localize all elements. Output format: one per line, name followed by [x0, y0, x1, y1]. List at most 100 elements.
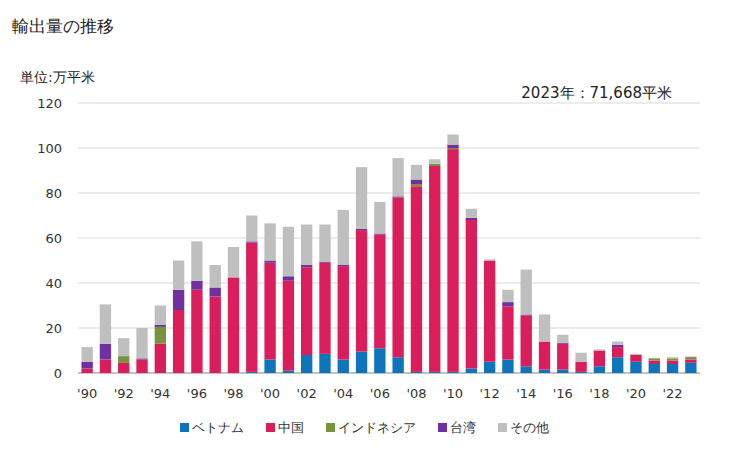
bar — [81, 347, 92, 362]
bar — [502, 302, 513, 307]
bar — [521, 270, 532, 315]
bar — [685, 357, 696, 359]
x-tick-label: '94 — [150, 386, 170, 401]
bar — [429, 372, 440, 373]
chart: 輸出量の推移単位:万平米2023年：71,668平米02040608010012… — [0, 0, 729, 450]
x-tick-label: '02 — [297, 386, 317, 401]
bar — [557, 335, 568, 343]
bar — [210, 288, 221, 297]
bar — [447, 135, 458, 145]
bar — [283, 276, 294, 281]
legend-swatch — [498, 423, 507, 432]
legend-label: インドネシア — [338, 420, 416, 435]
bar — [612, 347, 623, 357]
bar — [502, 290, 513, 302]
bar — [118, 338, 129, 356]
bar — [630, 355, 641, 356]
grid-line — [78, 148, 700, 149]
bar — [264, 261, 275, 263]
bar — [649, 358, 660, 360]
bar — [155, 325, 166, 327]
x-tick-label: '08 — [406, 386, 426, 401]
bar — [136, 358, 147, 359]
bar — [594, 366, 605, 373]
legend-label: 台湾 — [450, 420, 476, 435]
bar — [392, 197, 403, 198]
bar — [484, 362, 495, 373]
x-tick-label: '16 — [553, 386, 573, 401]
bar — [557, 343, 568, 344]
bar — [411, 165, 422, 180]
bar — [429, 164, 440, 166]
x-tick-label: '06 — [370, 386, 390, 401]
bar — [356, 230, 367, 231]
bar — [264, 263, 275, 360]
bar — [374, 348, 385, 373]
bar — [100, 304, 111, 343]
bar — [630, 355, 641, 362]
bar — [356, 229, 367, 230]
x-tick-label: '96 — [187, 386, 207, 401]
bar — [338, 360, 349, 374]
x-tick-label: '04 — [333, 386, 353, 401]
bar — [575, 372, 586, 373]
bar — [539, 370, 550, 373]
bar — [484, 260, 495, 261]
legend-swatch — [266, 423, 275, 432]
bar — [484, 260, 495, 261]
bar — [228, 247, 239, 277]
bar — [466, 220, 477, 369]
legend-label: ベトナム — [192, 420, 244, 435]
legend-item: 中国 — [266, 420, 304, 435]
y-tick-label: 0 — [54, 366, 62, 381]
bar — [228, 277, 239, 373]
bar — [173, 261, 184, 290]
bar — [612, 342, 623, 345]
bar — [649, 361, 660, 364]
x-tick-label: '92 — [114, 386, 134, 401]
x-tick-label: '10 — [443, 386, 463, 401]
bar — [81, 369, 92, 374]
y-tick-label: 60 — [45, 231, 62, 246]
bar — [466, 209, 477, 218]
bar — [392, 357, 403, 373]
bar — [667, 364, 678, 373]
bar — [81, 362, 92, 369]
bar — [630, 362, 641, 373]
bar — [283, 371, 294, 373]
bar — [521, 366, 532, 373]
legend-label: その他 — [510, 420, 549, 435]
bar — [557, 343, 568, 344]
bar — [100, 344, 111, 360]
bar — [466, 369, 477, 374]
bar — [594, 351, 605, 367]
bar — [649, 358, 660, 359]
bar — [191, 241, 202, 280]
y-tick-label: 100 — [37, 141, 62, 156]
bar — [319, 354, 330, 373]
grid-line — [78, 283, 700, 284]
bar — [246, 372, 257, 373]
annotation: 2023年：71,668平米 — [521, 84, 672, 102]
bar — [667, 361, 678, 364]
x-tick-label: '22 — [662, 386, 682, 401]
y-label: 単位:万平米 — [20, 69, 95, 85]
bar — [392, 158, 403, 196]
bar — [319, 225, 330, 262]
bar — [374, 234, 385, 235]
bar — [411, 180, 422, 185]
title: 輸出量の推移 — [12, 16, 114, 36]
bar — [173, 310, 184, 373]
bar — [411, 372, 422, 373]
bar — [557, 370, 568, 373]
bar — [539, 342, 550, 370]
bar — [338, 266, 349, 359]
bar — [685, 363, 696, 373]
bar — [557, 344, 568, 370]
legend-swatch — [180, 423, 189, 432]
bar — [246, 242, 257, 243]
bar — [319, 262, 330, 263]
legend-swatch — [326, 423, 335, 432]
x-tick-label: '18 — [589, 386, 609, 401]
bars — [81, 135, 696, 374]
